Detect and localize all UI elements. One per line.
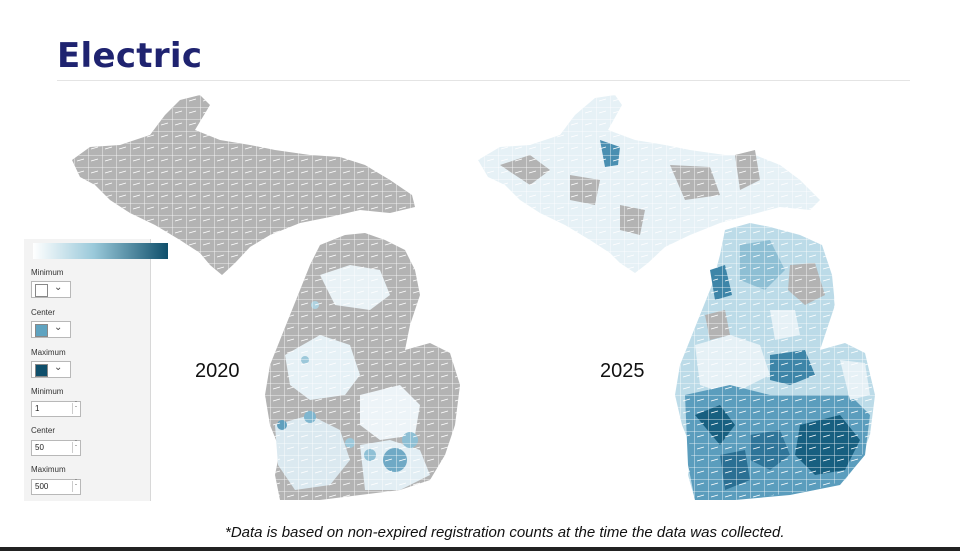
center-color-label: Center (31, 308, 56, 317)
maximum-color-picker[interactable]: ⌄ (31, 361, 71, 378)
color-gradient-bar (33, 243, 168, 259)
page-title: Electric (57, 36, 203, 76)
chevron-down-icon: ⌄ (54, 282, 63, 293)
color-scale-panel: Minimum ⌄ Center ⌄ Maximum ⌄ Minimum 1 ˆ… (24, 239, 168, 501)
chevron-down-icon: ⌄ (54, 362, 63, 373)
center-value-label: Center (31, 426, 56, 435)
minimum-value-label: Minimum (31, 387, 64, 396)
year-label-2020: 2020 (195, 360, 240, 382)
michigan-map-2020 (72, 95, 460, 500)
center-color-chip (35, 324, 48, 337)
maximum-value-text: 500 (35, 482, 49, 491)
center-color-picker[interactable]: ⌄ (31, 321, 71, 338)
minimum-value-text: 1 (35, 404, 40, 413)
maximum-color-label: Maximum (31, 348, 66, 357)
maximum-value-label: Maximum (31, 465, 66, 474)
center-value-text: 50 (35, 443, 44, 452)
map-2025 (470, 95, 880, 505)
minimum-color-picker[interactable]: ⌄ (31, 281, 71, 298)
michigan-map-2025 (478, 95, 875, 500)
map-2020 (60, 95, 460, 505)
footnote: *Data is based on non-expired registrati… (225, 524, 785, 541)
minimum-color-chip (35, 284, 48, 297)
title-divider (57, 80, 910, 81)
maximum-color-chip (35, 364, 48, 377)
chevron-down-icon: ⌄ (54, 322, 63, 333)
bottom-bar (0, 547, 960, 551)
year-label-2025: 2025 (600, 360, 645, 382)
minimum-color-label: Minimum (31, 268, 64, 277)
